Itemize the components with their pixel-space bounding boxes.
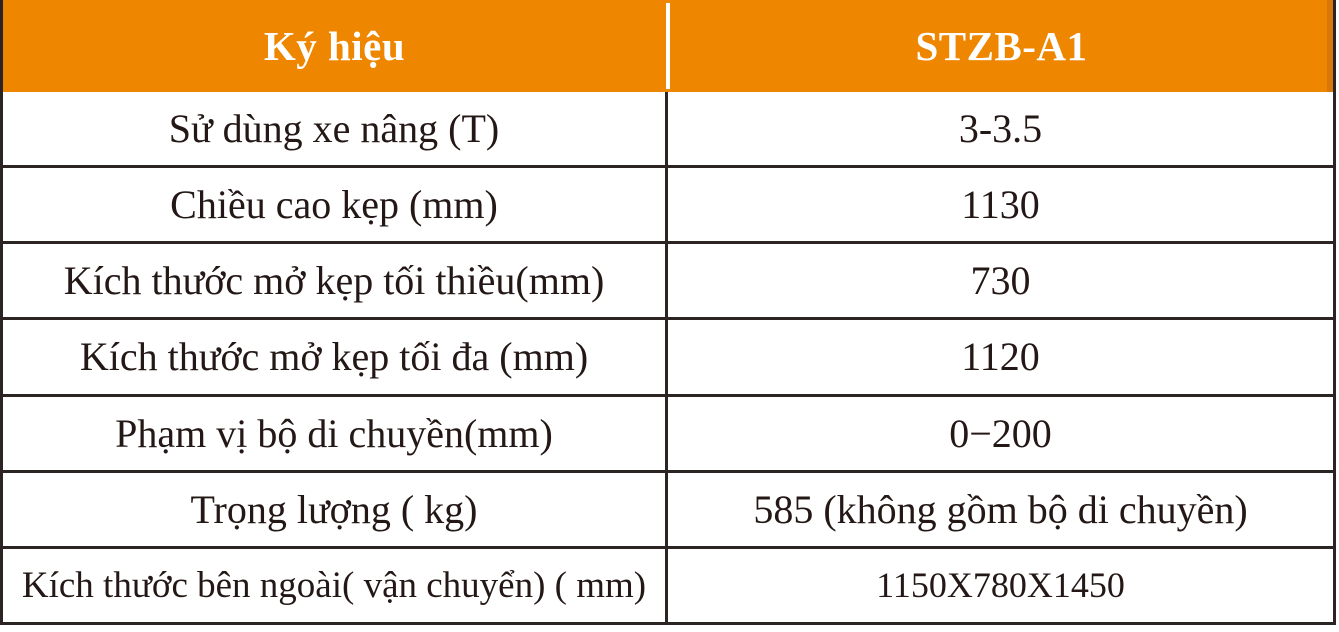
table-row: Kích thước bên ngoài( vận chuyển) ( mm) … xyxy=(3,545,1333,622)
spec-table-body: Sử dùng xe nâng (T) 3-3.5 Chiều cao kẹp … xyxy=(3,92,1333,622)
row-value: 0−200 xyxy=(949,410,1052,456)
row-value: 1150X780X1450 xyxy=(876,565,1125,606)
row-label: Phạm vị bộ di chuyền(mm) xyxy=(3,396,668,470)
table-row: Chiều cao kẹp (mm) 1130 xyxy=(3,165,1333,242)
table-row: Sử dùng xe nâng (T) 3-3.5 xyxy=(3,92,1333,166)
row-label: Kích thước mở kẹp tối đa (mm) xyxy=(3,320,668,394)
row-label: Trọng lượng ( kg) xyxy=(3,472,668,546)
header-cell-value: STZB-A1 xyxy=(915,23,1088,69)
row-label: Sử dùng xe nâng (T) xyxy=(3,92,668,166)
table-row: Kích thước mở kẹp tối đa (mm) 1120 xyxy=(3,317,1333,394)
header-cell-label: Ký hiệu xyxy=(263,23,406,69)
table-row: Kích thước mở kẹp tối thiều(mm) 730 xyxy=(3,241,1333,318)
row-value: 1130 xyxy=(961,182,1040,228)
table-row: Trọng lượng ( kg) 585 (không gồm bộ di c… xyxy=(3,469,1333,546)
table-row: Phạm vị bộ di chuyền(mm) 0−200 xyxy=(3,393,1333,470)
row-value: 585 (không gồm bộ di chuyền) xyxy=(753,486,1248,532)
row-label: Kích thước mở kẹp tối thiều(mm) xyxy=(3,244,668,318)
row-value: 730 xyxy=(970,258,1031,304)
row-label: Chiều cao kẹp (mm) xyxy=(3,168,668,242)
header-column-divider xyxy=(666,3,670,89)
spec-table-header: Ký hiệu STZB-A1 xyxy=(3,0,1333,92)
row-value: 1120 xyxy=(961,334,1040,380)
row-value: 3-3.5 xyxy=(958,106,1043,152)
row-label: Kích thước bên ngoài( vận chuyển) ( mm) xyxy=(3,548,668,622)
